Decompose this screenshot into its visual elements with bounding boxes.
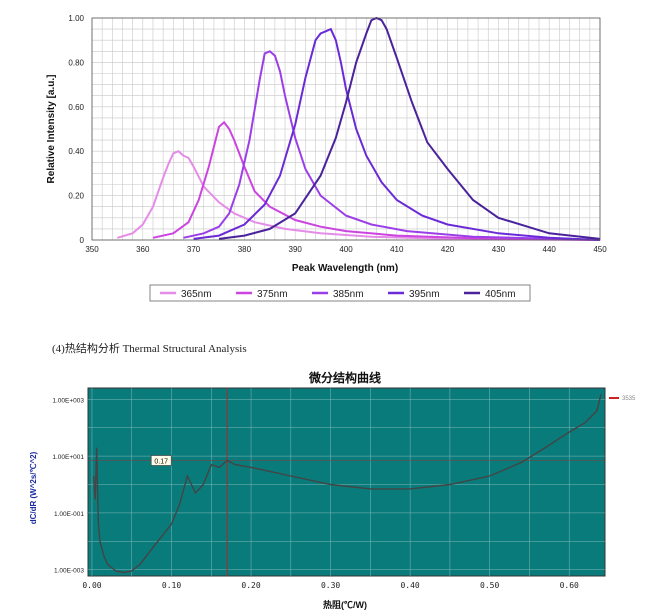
series-line-365nm — [117, 150, 601, 241]
series-group — [92, 394, 602, 574]
y-tick-labels: 1.00E+003 1.00E+001 1.00E-001 1.00E-003 — [52, 397, 84, 574]
x-tick-labels: 350 360 370 380 390 400 410 420 430 440 450 — [85, 245, 607, 254]
x-tick-label: 440 — [543, 245, 557, 254]
legend: 365nm 375nm 385nm 395nm 405nm — [149, 284, 531, 302]
y-tick-label: 1.00E+003 — [52, 397, 84, 404]
legend-label-385nm: 385nm — [333, 289, 364, 300]
x-tick-label: 0.30 — [321, 581, 340, 590]
x-tick-label: 350 — [85, 245, 99, 254]
legend-label-395nm: 395nm — [409, 289, 440, 300]
x-tick-label: 430 — [492, 245, 506, 254]
y-tick-label: 1.00E+001 — [52, 454, 84, 461]
y-tick-label: 0 — [80, 236, 85, 245]
x-tick-label: 0.40 — [400, 581, 419, 590]
x-tick-label: 390 — [289, 245, 303, 254]
x-tick-label: 360 — [136, 245, 150, 254]
grid — [91, 17, 601, 241]
x-tick-label: 420 — [441, 245, 455, 254]
legend-label-365nm: 365nm — [181, 289, 212, 300]
series-line-395nm — [193, 27, 601, 241]
y-tick-label: 0.60 — [68, 103, 84, 112]
series-line-385nm — [183, 50, 601, 241]
x-tick-label: 0.20 — [241, 581, 260, 590]
x-axis-label: 热阻(℃/W) — [323, 599, 367, 610]
section-heading: (4)热结构分析 Thermal Structural Analysis — [52, 343, 247, 355]
chart-title: 微分结构曲线 — [308, 370, 381, 385]
y-tick-label: 1.00E-003 — [54, 568, 84, 575]
series-line-375nm — [152, 120, 601, 241]
plot-background — [87, 387, 606, 577]
legend-label-375nm: 375nm — [257, 289, 288, 300]
grid — [88, 388, 605, 576]
legend-box — [149, 284, 531, 302]
y-axis-label: dC/dR (W^2s/℃^2) — [29, 451, 38, 524]
y-tick-label: 0.80 — [68, 58, 84, 67]
cursor-value-box — [150, 455, 172, 466]
y-tick-label: 0.20 — [68, 192, 84, 201]
x-tick-label: 380 — [238, 245, 252, 254]
plot-frame — [91, 17, 601, 241]
cursor-value-label: 0.17 — [154, 458, 168, 465]
x-tick-label: 0.50 — [480, 581, 499, 590]
annotations: 0.17 3535 — [150, 396, 636, 466]
y-tick-labels: 0 0.20 0.40 0.60 0.80 1.00 — [68, 14, 84, 245]
x-tick-label: 450 — [593, 245, 607, 254]
y-tick-label: 0.40 — [68, 147, 84, 156]
x-tick-label: 0.60 — [560, 581, 579, 590]
axes — [91, 17, 601, 241]
y-tick-label: 1.00 — [68, 14, 84, 23]
x-tick-label: 370 — [187, 245, 201, 254]
legend-label-405nm: 405nm — [485, 289, 516, 300]
emission-spectrum-chart: 350 360 370 380 390 400 410 420 430 440 450 00.200… — [46, 14, 607, 302]
y-tick-label: 1.00E-001 — [54, 511, 84, 518]
x-tick-label: 0.10 — [162, 581, 181, 590]
structure-function-chart: 微分结构曲线 0.00 0.10 0.20 0.30 0.40 0.50 0.60 1.00… — [29, 370, 636, 610]
x-tick-labels: 0.00 0.10 0.20 0.30 0.40 0.50 0.60 — [82, 581, 579, 590]
series-line — [92, 394, 602, 574]
x-tick-label: 410 — [390, 245, 404, 254]
cursor-line[interactable] — [88, 388, 605, 576]
x-tick-label: 400 — [339, 245, 353, 254]
marker-label: 3535 — [622, 396, 636, 402]
x-axis-label: Peak Wavelength (nm) — [292, 263, 398, 274]
x-tick-label: 0.00 — [82, 581, 101, 590]
y-axis-label: Relative Intensity [a.u.] — [46, 75, 57, 184]
